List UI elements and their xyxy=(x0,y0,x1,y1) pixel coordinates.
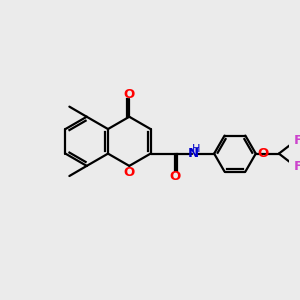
Text: N: N xyxy=(188,147,199,160)
Text: O: O xyxy=(169,170,181,183)
Text: O: O xyxy=(257,147,268,160)
Text: O: O xyxy=(124,166,135,179)
Text: O: O xyxy=(124,88,135,101)
Text: F: F xyxy=(293,160,300,173)
Text: F: F xyxy=(293,134,300,147)
Text: H: H xyxy=(192,144,201,154)
